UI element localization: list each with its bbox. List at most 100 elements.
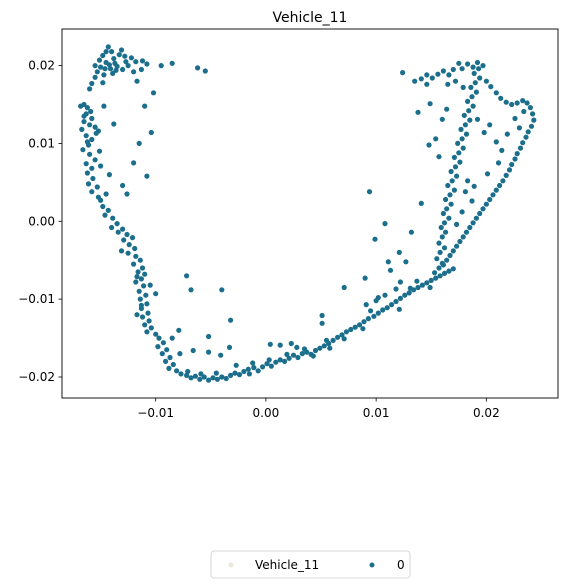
scatter-point [125,250,131,256]
legend-marker-0 [369,562,375,568]
scatter-point [103,49,109,55]
scatter-point [465,98,471,104]
scatter-point [260,364,266,370]
scatter-point [389,302,395,308]
scatter-point [525,129,531,135]
scatter-point [164,347,170,353]
scatter-point [436,265,442,271]
scatter-point [111,56,117,62]
legend-marker-vehicle-11 [228,562,234,568]
scatter-point [483,201,489,207]
scatter-point [112,60,118,66]
scatter-point [98,163,104,169]
scatter-point [188,287,194,293]
scatter-point [446,72,452,78]
scatter-point [120,182,126,189]
scatter-point [443,229,449,235]
scatter-point [133,59,139,65]
scatter-point [87,151,93,157]
scatter-point [206,333,212,340]
scatter-point [440,68,446,74]
scatter-point [477,210,483,217]
scatter-point [133,279,139,285]
scatter-point [84,170,90,176]
scatter-point [469,94,475,100]
scatter-point [299,351,305,357]
scatter-point [450,66,456,73]
scatter-point [144,329,150,335]
scatter-point [277,342,283,348]
scatter-point [424,72,430,78]
scatter-point [473,215,479,221]
legend-label-0: 0 [397,558,405,572]
scatter-point [463,131,470,137]
scatter-point [428,277,434,283]
scatter-point [144,61,150,67]
scatter-point [92,74,98,80]
scatter-point [101,72,107,78]
scatter-point [131,261,137,267]
scatter-point [503,99,509,105]
scatter-point [96,148,103,154]
scatter-point [495,160,502,166]
scatter-point [436,240,442,246]
scatter-point [445,182,451,189]
scatter-point [116,52,122,58]
scatter-point [98,64,104,70]
scatter-point [167,354,173,361]
scatter-point [245,366,251,372]
scatter-point [139,265,146,271]
scatter-point [504,131,510,137]
scatter-point [456,60,462,66]
scatter-point [96,57,103,63]
scatter-point [456,150,462,156]
scatter-point [387,267,394,273]
scatter-point [406,290,412,296]
scatter-point [493,139,499,145]
y-tick-label: −0.02 [18,370,55,384]
scatter-point [452,78,459,84]
scatter-point [136,288,142,294]
scatter-point [493,187,499,193]
scatter-point [468,84,474,90]
scatter-point [459,209,465,215]
scatter-point [125,63,131,69]
scatter-point [163,358,169,364]
scatter-point [136,140,142,146]
scatter-point [100,80,106,86]
scatter-point [310,353,316,359]
scatter-point [228,372,234,378]
scatter-point [384,305,390,311]
scatter-point [454,221,460,227]
scatter-point [241,368,247,375]
scatter-point [366,189,373,195]
scatter-point [150,90,157,96]
scatter-point [160,340,166,346]
scatter-point [138,276,144,282]
scatter-point [361,319,367,325]
scatter-point [343,329,349,335]
scatter-point [427,284,433,291]
scatter-point [397,295,403,301]
scatter-point [483,78,489,84]
scatter-point [451,154,457,160]
scatter-point [294,344,300,350]
scatter-point [232,370,238,376]
scatter-point [454,173,460,179]
scatter-point [408,229,414,235]
scatter-point [528,123,535,129]
scatter-point [327,345,333,351]
scatter-point [441,220,448,226]
scatter-point [81,119,87,125]
scatter-point [499,147,505,153]
scatter-point [457,159,463,165]
scatter-point [192,373,198,379]
scatter-point [288,340,294,347]
scatter-point [415,109,421,115]
scatter-point [124,191,130,197]
scatter-point [118,47,125,53]
scatter-point [437,249,443,255]
scatter-point [446,215,452,221]
scatter-point [94,69,100,75]
scatter-point [87,122,93,128]
